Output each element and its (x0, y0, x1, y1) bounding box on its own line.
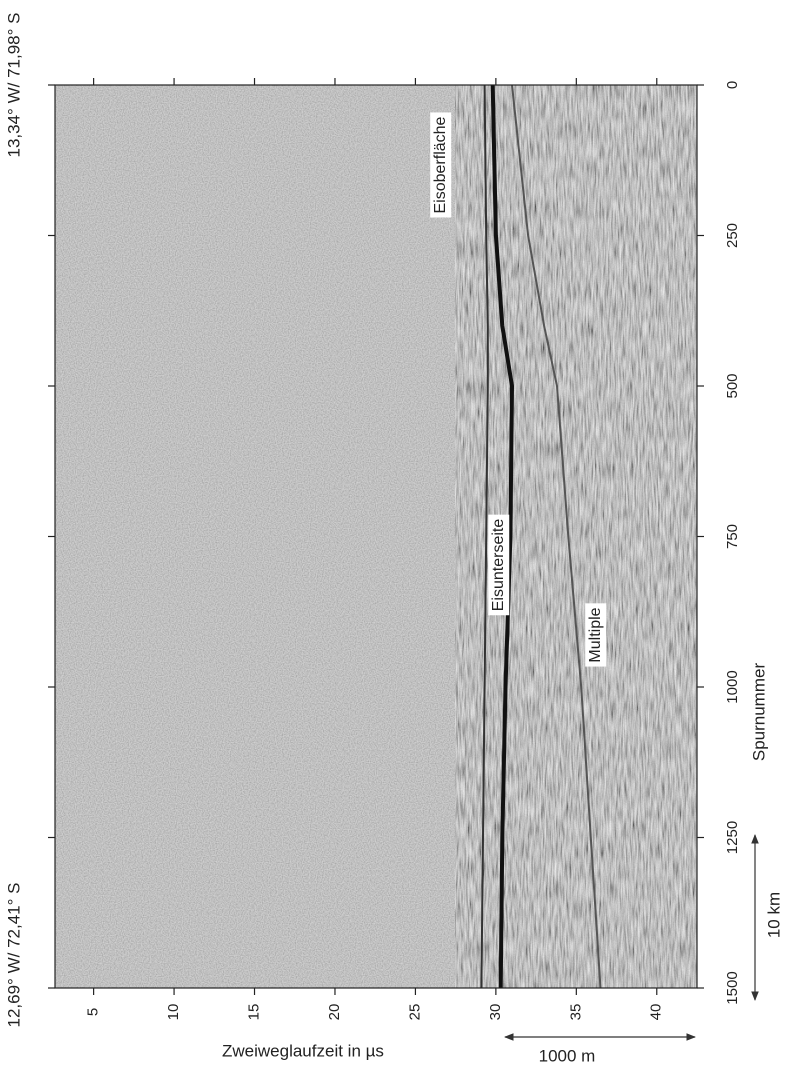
y-tick-label: 25 (406, 1004, 423, 1021)
x-tick-label: 750 (724, 524, 741, 549)
reflector (511, 84, 602, 989)
reflector (490, 84, 515, 989)
position-label: 13,34° W/ 71,98° S (4, 13, 23, 158)
annotation: Eisoberfläche (430, 112, 452, 218)
y-tick-label: 10 (165, 1004, 182, 1021)
overlay: 5 10 15 20 25 30 35 40 0 250 500 750 1000 1250 1500 Zwe… (4, 13, 783, 1066)
reflector (480, 84, 489, 989)
y-tick-label: 5 (85, 1008, 102, 1016)
annotation-box (585, 603, 607, 667)
annotation: Multiple (585, 603, 607, 667)
annotation-text: Multiple (587, 607, 604, 662)
y-tick-label: 15 (245, 1004, 262, 1021)
x-tick-label: 250 (724, 223, 741, 248)
scale-label: 10 km (764, 892, 783, 938)
x-tick-label: 500 (724, 373, 741, 398)
annotation-box (430, 112, 452, 218)
axis-title: Zweiweglaufzeit in µs (222, 1041, 384, 1060)
annotation-text: Eisunterseite (490, 519, 507, 612)
y-tick-label: 35 (567, 1004, 584, 1021)
y-tick-label: 40 (648, 1004, 665, 1021)
y-tick-label: 30 (487, 1004, 504, 1021)
x-tick-label: 1500 (724, 971, 741, 1004)
annotation: Eisunterseite (488, 514, 510, 616)
x-tick-label: 1250 (724, 821, 741, 854)
position-label: 12,69° W/ 72,41° S (4, 883, 23, 1028)
plot (55, 84, 697, 989)
y-tick-label: 20 (326, 1004, 343, 1021)
annotation-text: Eisoberfläche (432, 116, 449, 213)
axis-title: Spurnummer (749, 663, 768, 762)
x-tick-label: 0 (724, 81, 741, 89)
x-tick-label: 1000 (724, 670, 741, 703)
annotation-box (488, 514, 510, 616)
scale-label: 1000 m (539, 1046, 596, 1065)
